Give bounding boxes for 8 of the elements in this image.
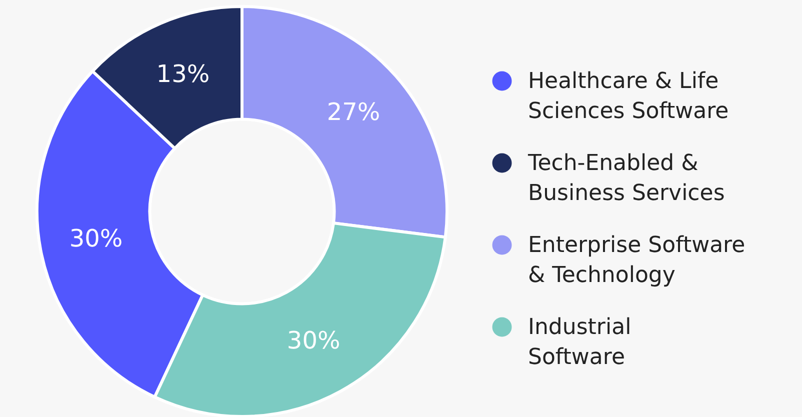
legend-label: Industrial Software [528, 315, 632, 370]
legend-label: Tech-Enabled & Business Services [527, 151, 725, 206]
legend-label: Healthcare & Life Sciences Software [528, 69, 729, 124]
data-label: 30% [286, 326, 340, 355]
legend-label: Enterprise Software & Technology [528, 233, 746, 288]
data-label: 27% [326, 98, 380, 126]
data-label: 13% [156, 60, 210, 88]
data-label: 30% [69, 224, 123, 252]
